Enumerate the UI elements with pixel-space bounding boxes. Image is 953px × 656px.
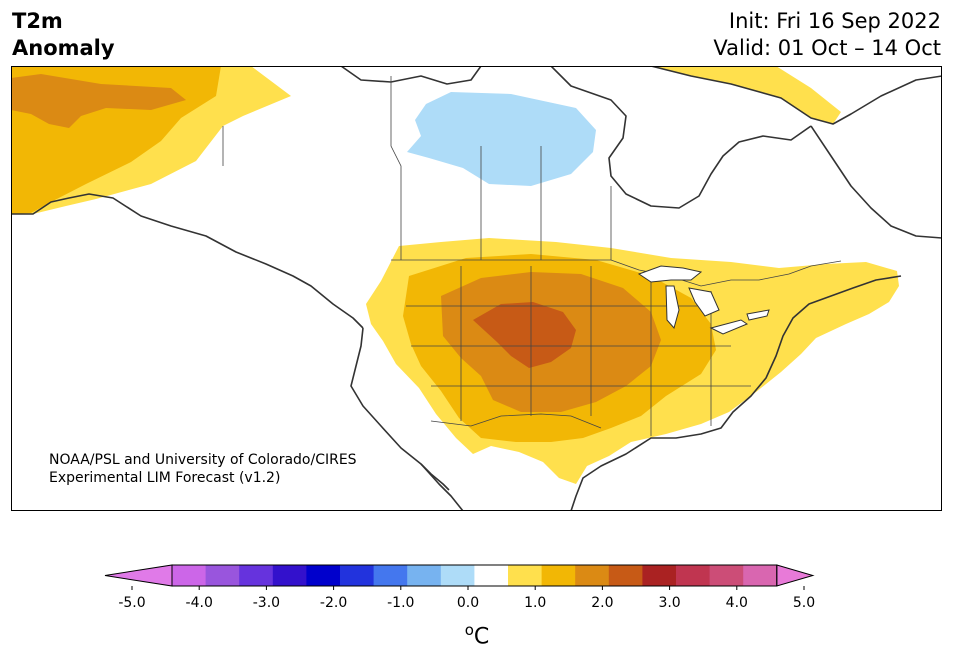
colorbar-under-arrow bbox=[104, 564, 173, 587]
colorbar-tick-label: 4.0 bbox=[726, 595, 748, 611]
colorbar-swatch bbox=[239, 565, 274, 586]
colorbar-swatch bbox=[373, 565, 408, 586]
colorbar-ticks: -5.0 -4.0 -3.0 -2.0 -1.0 0.0 1.0 2.0 3.0 4.0 5.0 bbox=[118, 586, 815, 611]
anomaly-shading bbox=[11, 66, 899, 484]
canada-province-1 bbox=[390, 76, 402, 260]
colorbar-swatch bbox=[340, 565, 375, 586]
degree-symbol: o bbox=[464, 621, 474, 639]
colorbar-swatch bbox=[709, 565, 744, 586]
us-canada-border bbox=[391, 259, 842, 287]
colorbar-swatch bbox=[642, 565, 677, 586]
anomaly-canada-cool bbox=[407, 92, 596, 186]
alaska-coast bbox=[11, 193, 364, 329]
colorbar-tick-label: 1.0 bbox=[524, 595, 546, 611]
variable-title: T2m bbox=[12, 9, 63, 33]
colorbar-tick-label: 3.0 bbox=[658, 595, 680, 611]
colorbar-swatch bbox=[172, 565, 207, 586]
colorbar-swatch bbox=[272, 565, 307, 586]
labrador-coast bbox=[810, 125, 942, 239]
hudson-bay-coast bbox=[550, 66, 812, 209]
colorbar: -5.0 -4.0 -3.0 -2.0 -1.0 0.0 1.0 2.0 3.0 4.0 5.0 bbox=[104, 564, 815, 611]
anomaly-us-2.0 bbox=[473, 302, 576, 368]
lake-michigan bbox=[665, 285, 680, 330]
lake-huron bbox=[688, 287, 720, 317]
colorbar-swatch bbox=[676, 565, 711, 586]
colorbar-swatch bbox=[575, 565, 610, 586]
anomaly-alaska-1.5 bbox=[11, 74, 186, 128]
colorbar-tick-label: 0.0 bbox=[457, 595, 479, 611]
lake-erie bbox=[709, 319, 749, 335]
colorbar-swatch bbox=[474, 565, 509, 586]
colorbar-swatches bbox=[104, 564, 815, 587]
political-borders bbox=[222, 76, 842, 436]
title-block: T2m Anomaly bbox=[12, 8, 115, 62]
colorbar-tick-label: 5.0 bbox=[793, 595, 815, 611]
map-frame bbox=[11, 66, 942, 511]
colorbar-swatch bbox=[541, 565, 576, 586]
us-mexico-border bbox=[430, 413, 602, 429]
pacific-coast bbox=[350, 327, 464, 511]
gulf-coast bbox=[570, 275, 902, 511]
credit-line-2: Experimental LIM Forecast (v1.2) bbox=[49, 470, 280, 486]
colorbar-tick-label: -2.0 bbox=[320, 595, 347, 611]
greenland-coast bbox=[650, 66, 942, 125]
colorbar-swatch bbox=[306, 565, 341, 586]
colorbar-tick-label: -1.0 bbox=[387, 595, 414, 611]
colorbar-tick-label: -5.0 bbox=[118, 595, 145, 611]
arctic-islands bbox=[340, 66, 482, 85]
field-title: Anomaly bbox=[12, 36, 115, 60]
init-date: Init: Fri 16 Sep 2022 bbox=[728, 9, 941, 33]
lake-ontario bbox=[746, 309, 770, 321]
forecast-map: NOAA/PSL and University of Colorado/CIRE… bbox=[11, 66, 942, 511]
colorbar-swatch bbox=[440, 565, 475, 586]
credit-line-1: NOAA/PSL and University of Colorado/CIRE… bbox=[49, 452, 357, 468]
colorbar-unit-label: oC bbox=[460, 621, 494, 649]
valid-range: Valid: 01 Oct – 14 Oct bbox=[713, 36, 941, 60]
colorbar-swatch bbox=[205, 565, 240, 586]
colorbar-swatch bbox=[608, 565, 643, 586]
baja-coast bbox=[420, 463, 450, 491]
coastlines-and-borders bbox=[11, 66, 942, 511]
colorbar-swatch bbox=[407, 565, 442, 586]
colorbar-swatch bbox=[743, 565, 778, 586]
colorbar-tick-label: 2.0 bbox=[591, 595, 613, 611]
unit-letter: C bbox=[473, 624, 490, 650]
anomaly-greenland bbox=[651, 66, 841, 124]
colorbar-swatch bbox=[508, 565, 543, 586]
colorbar-frame bbox=[171, 564, 778, 587]
colorbar-over-arrow bbox=[776, 564, 815, 587]
colorbar-tick-label: -3.0 bbox=[253, 595, 280, 611]
great-lakes bbox=[637, 265, 770, 335]
date-block: Init: Fri 16 Sep 2022 Valid: 01 Oct – 14… bbox=[713, 8, 941, 62]
lake-superior bbox=[637, 265, 703, 283]
colorbar-tick-label: -4.0 bbox=[186, 595, 213, 611]
